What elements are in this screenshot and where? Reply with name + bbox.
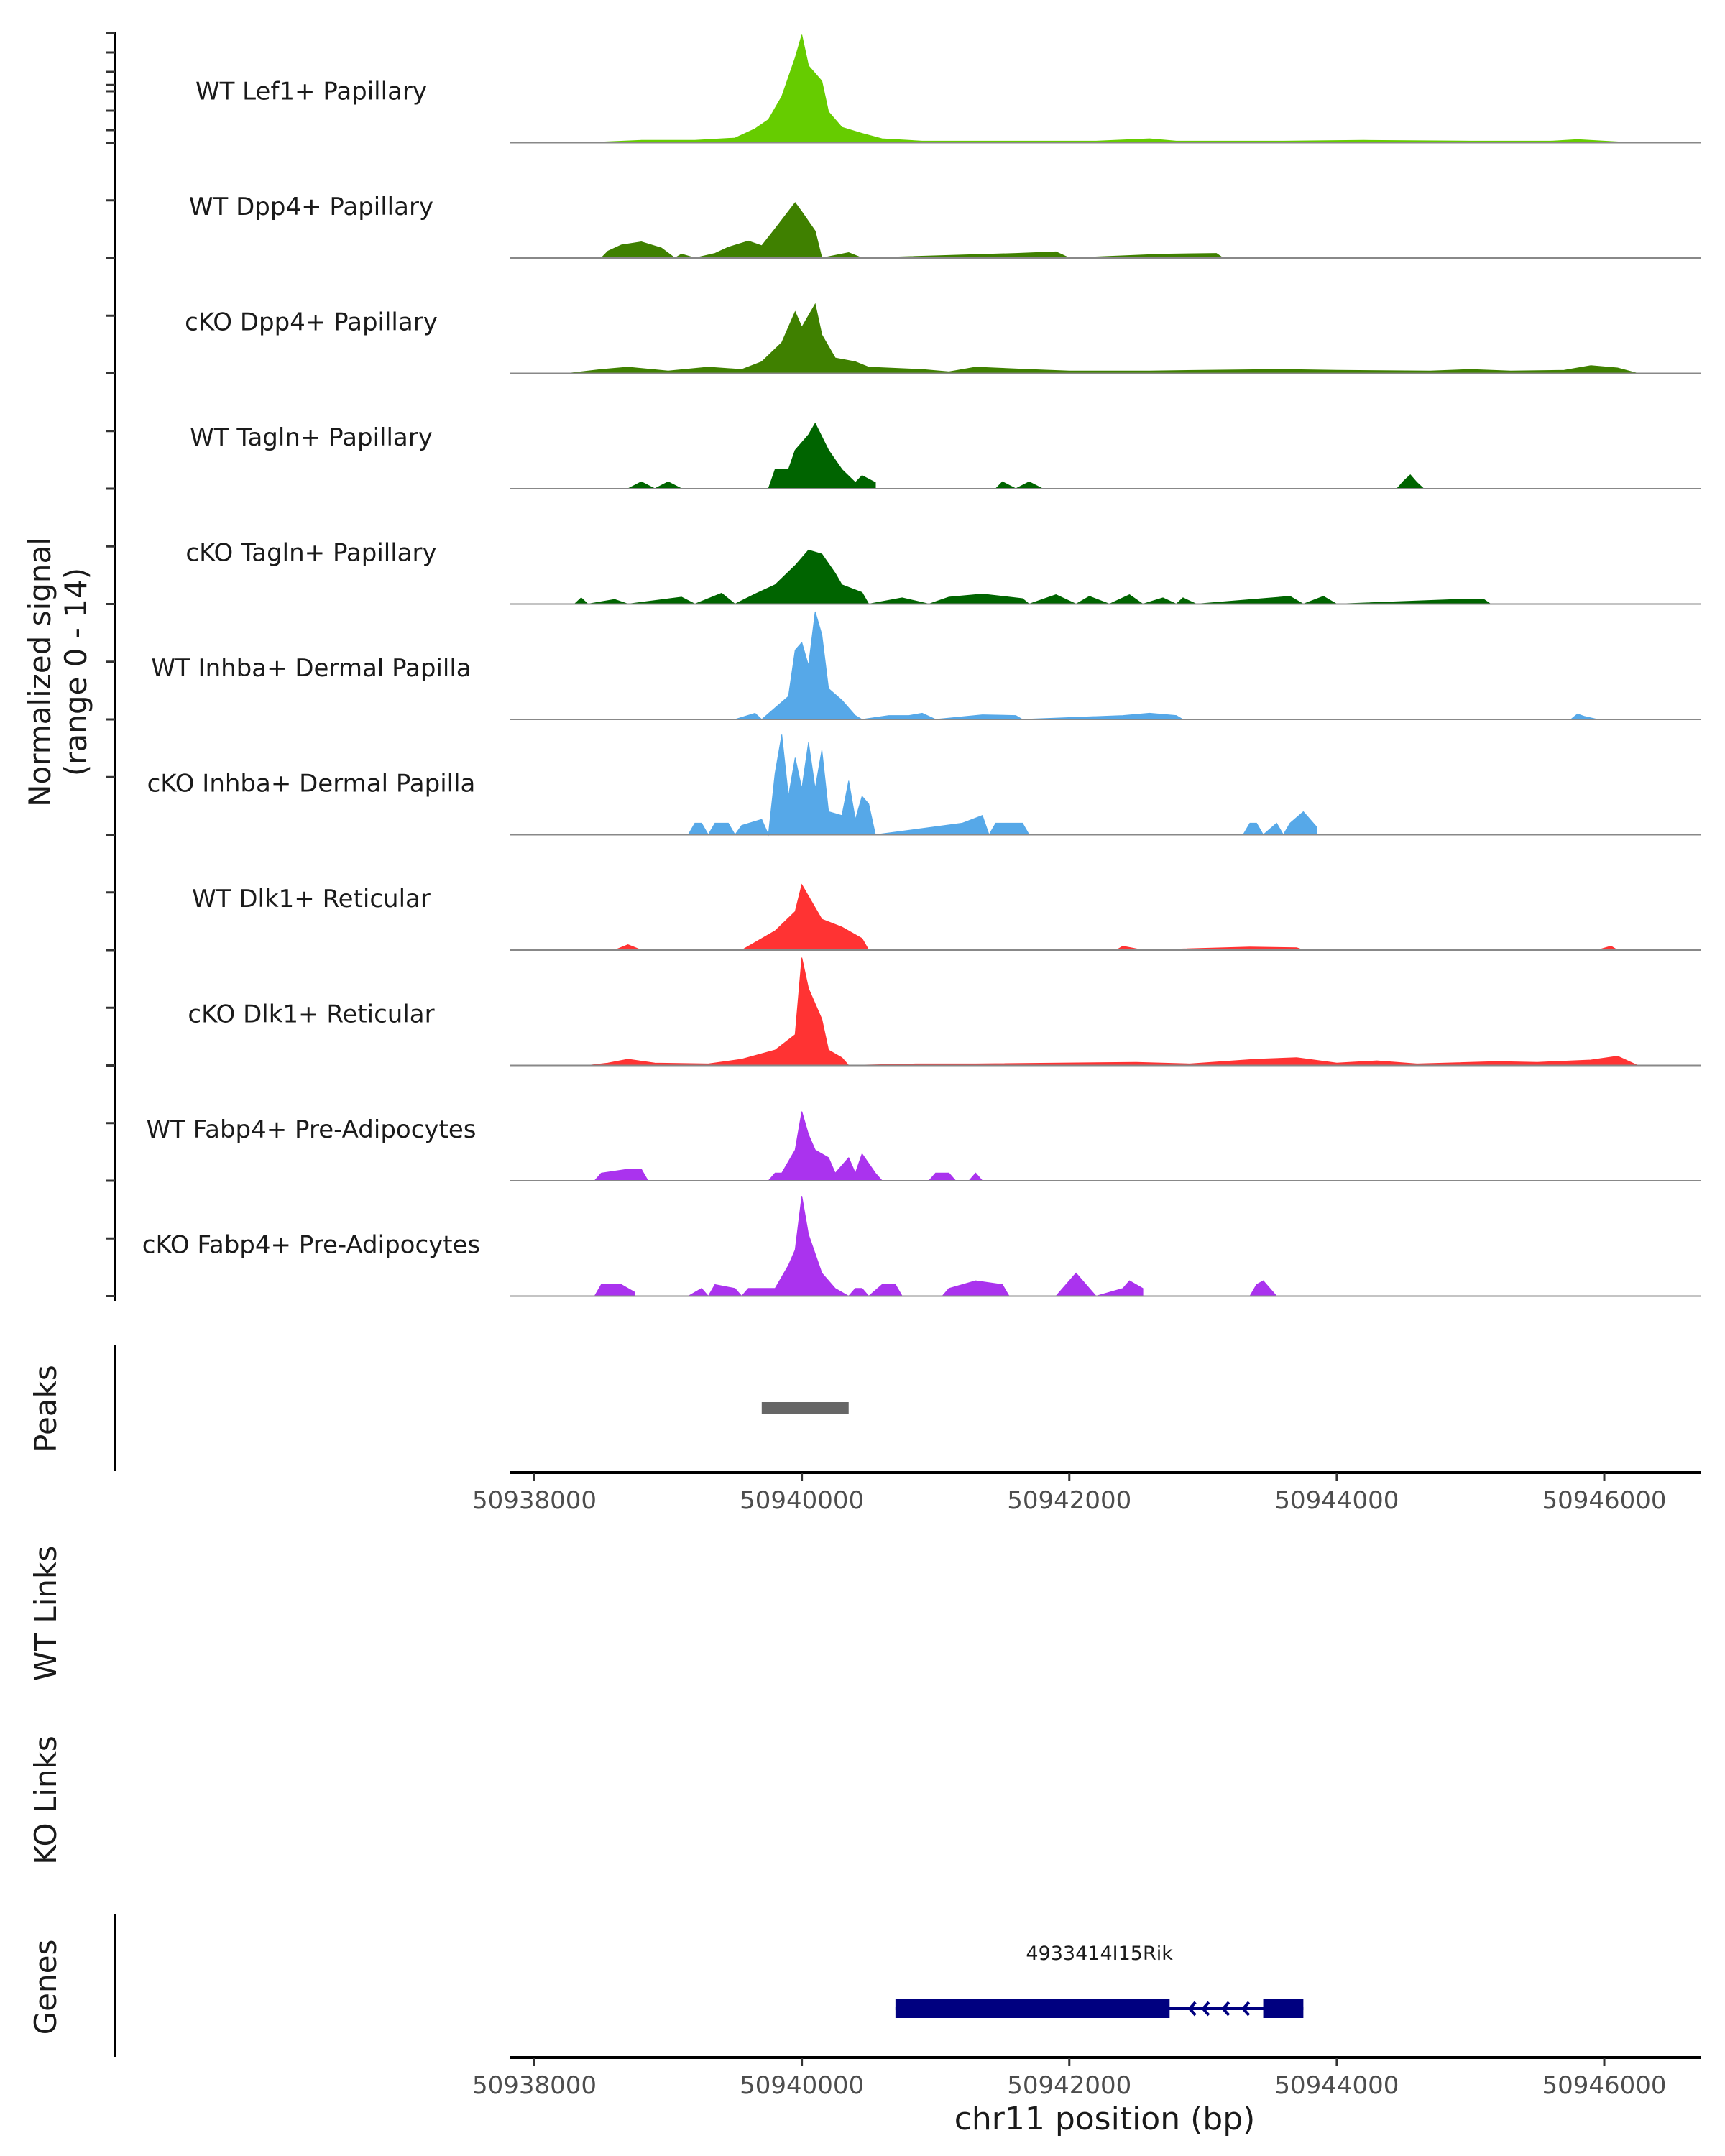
- genes-x-axis-ticks: 50938000 50940000 50942000 50944000 50946000: [472, 2058, 1667, 2100]
- signal-area: [587, 957, 1638, 1067]
- genes-track-label: Genes: [28, 1940, 63, 2035]
- signal-area: [594, 1111, 983, 1181]
- track-label: cKO Dpp4+ Papillary: [185, 308, 438, 337]
- x-tick-label: 50946000: [1542, 2071, 1667, 2100]
- signal-area: [594, 1196, 1278, 1297]
- track-label: WT Fabp4+ Pre-Adipocytes: [147, 1115, 477, 1144]
- peak-region: [761, 1402, 849, 1414]
- x-tick-label: 50940000: [740, 1486, 864, 1515]
- y-axis-ticks: [106, 32, 115, 1297]
- y-axis-label-line1: Normalized signal: [22, 537, 58, 807]
- track-8: cKO Dlk1+ Reticular: [188, 957, 1701, 1067]
- strand-arrow: [1201, 2001, 1210, 2017]
- signal-area: [587, 34, 1632, 143]
- signal-area: [574, 549, 1492, 605]
- ko-links-track-label: KO Links: [28, 1736, 63, 1865]
- x-tick-label: 50938000: [472, 1486, 597, 1515]
- peaks-x-axis-ticks: 50938000 50940000 50942000 50944000 50946000: [472, 1473, 1667, 1515]
- track-label: cKO Fabp4+ Pre-Adipocytes: [142, 1231, 481, 1260]
- track-label: WT Dpp4+ Papillary: [189, 193, 433, 221]
- y-axis-title: Normalized signal (range 0 - 14): [22, 537, 93, 807]
- signal-area: [687, 734, 1317, 837]
- strand-arrow: [1241, 2001, 1251, 2017]
- track-5: WT Inhba+ Dermal Papilla: [151, 611, 1701, 720]
- gene-exon: [895, 1999, 1170, 2018]
- strand-arrow: [1221, 2001, 1230, 2017]
- track-7: WT Dlk1+ Reticular: [192, 883, 1701, 951]
- strand-arrow: [1187, 2001, 1197, 2017]
- x-tick-label: 50940000: [740, 2071, 864, 2100]
- track-10: cKO Fabp4+ Pre-Adipocytes: [142, 1196, 1701, 1297]
- track-3: WT Tagln+ Papillary: [190, 422, 1701, 489]
- x-tick-label: 50942000: [1007, 2071, 1131, 2100]
- signal-area: [627, 422, 1425, 489]
- signal-area: [600, 202, 1225, 259]
- track-label: cKO Inhba+ Dermal Papilla: [147, 770, 476, 798]
- track-6: cKO Inhba+ Dermal Papilla: [147, 734, 1701, 837]
- track-label: cKO Dlk1+ Reticular: [188, 1000, 434, 1029]
- x-tick-label: 50944000: [1274, 1486, 1399, 1515]
- coverage-tracks: WT Lef1+ Papillary WT Dpp4+ Papillary cKO …: [142, 34, 1701, 1297]
- track-label: WT Lef1+ Papillary: [196, 78, 427, 106]
- y-axis-label-line2: (range 0 - 14): [58, 568, 93, 776]
- signal-area: [735, 611, 1598, 720]
- peaks-track-label: Peaks: [28, 1365, 63, 1452]
- x-tick-label: 50944000: [1274, 2071, 1399, 2100]
- x-axis-title: chr11 position (bp): [954, 2101, 1256, 2137]
- track-2: cKO Dpp4+ Papillary: [185, 303, 1701, 374]
- track-label: WT Tagln+ Papillary: [190, 423, 433, 452]
- peaks-track: [761, 1402, 849, 1414]
- gene-exon: [1263, 1999, 1304, 2018]
- track-4: cKO Tagln+ Papillary: [185, 539, 1701, 605]
- track-0: WT Lef1+ Papillary: [196, 34, 1701, 144]
- genes-track: 4933414I15Rik: [895, 1943, 1304, 2018]
- track-9: WT Fabp4+ Pre-Adipocytes: [147, 1111, 1701, 1181]
- track-label: WT Dlk1+ Reticular: [192, 885, 431, 913]
- track-label: cKO Tagln+ Papillary: [185, 539, 436, 568]
- signal-area: [567, 303, 1638, 374]
- x-tick-label: 50938000: [472, 2071, 597, 2100]
- signal-area: [614, 883, 1619, 951]
- x-tick-label: 50942000: [1007, 1486, 1131, 1515]
- gene-name-label: 4933414I15Rik: [1026, 1943, 1173, 1965]
- track-label: WT Inhba+ Dermal Papilla: [151, 654, 471, 683]
- wt-links-track-label: WT Links: [28, 1546, 63, 1681]
- track-1: WT Dpp4+ Papillary: [189, 193, 1701, 259]
- x-tick-label: 50946000: [1542, 1486, 1667, 1515]
